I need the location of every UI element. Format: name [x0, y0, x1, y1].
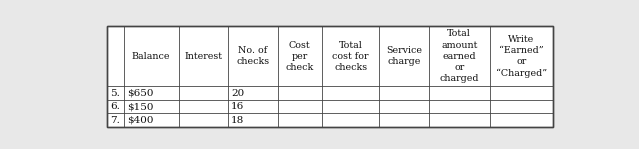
- Text: $400: $400: [128, 116, 154, 125]
- Text: No. of
checks: No. of checks: [236, 46, 270, 66]
- Text: Service
charge: Service charge: [386, 46, 422, 66]
- Text: Cost
per
check: Cost per check: [286, 41, 314, 72]
- Text: Balance: Balance: [132, 52, 171, 61]
- Text: Write
“Earned”
or
“Charged”: Write “Earned” or “Charged”: [496, 35, 547, 78]
- Text: 6.: 6.: [111, 102, 120, 111]
- Text: Total
cost for
checks: Total cost for checks: [332, 41, 369, 72]
- Text: $650: $650: [128, 89, 154, 98]
- Text: $150: $150: [128, 102, 154, 111]
- Text: 18: 18: [231, 116, 244, 125]
- Text: Total
amount
earned
or
charged: Total amount earned or charged: [440, 30, 479, 83]
- Text: 16: 16: [231, 102, 244, 111]
- Text: 5.: 5.: [111, 89, 120, 98]
- Bar: [107, 26, 553, 127]
- Bar: [107, 26, 553, 127]
- Text: 7.: 7.: [111, 116, 120, 125]
- Text: 20: 20: [231, 89, 244, 98]
- Text: Interest: Interest: [185, 52, 222, 61]
